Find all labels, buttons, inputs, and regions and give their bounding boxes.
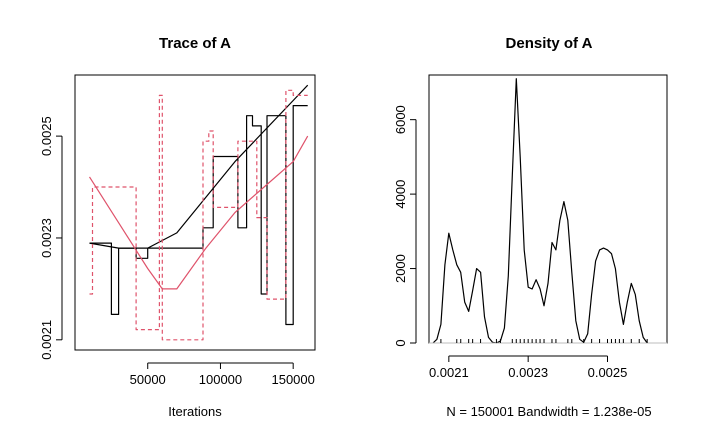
trace-series-line-2 xyxy=(89,84,309,249)
trace-series-line-4 xyxy=(88,135,309,290)
density-x-axis-label: N = 150001 Bandwidth = 1.238e-05 xyxy=(446,404,651,419)
density-x-tick-label: 0.0025 xyxy=(588,365,628,380)
density-x-tick-label: 0.0021 xyxy=(429,365,469,380)
trace-x-tick-label: 150000 xyxy=(271,372,314,387)
trace-plot-title: Trace of A xyxy=(159,35,231,52)
density-plot-title: Density of A xyxy=(506,35,593,52)
density-y-axis: 0 2000 4000 6000 xyxy=(393,105,417,347)
trace-y-tick-label: 0.0023 xyxy=(39,218,54,258)
density-x-axis: 0.0021 0.0023 0.0025 xyxy=(429,355,628,380)
trace-x-tick-label: 100000 xyxy=(199,372,242,387)
density-x-tick-label: 0.0023 xyxy=(508,365,548,380)
density-series-group xyxy=(429,78,667,344)
trace-x-axis: 50000 100000 150000 xyxy=(130,362,315,387)
density-y-tick-label: 6000 xyxy=(393,105,408,134)
trace-x-tick-label: 50000 xyxy=(130,372,166,387)
density-y-tick-label: 4000 xyxy=(393,180,408,209)
trace-x-axis-label: Iterations xyxy=(168,404,222,419)
trace-series-group xyxy=(88,84,309,341)
trace-y-axis: 0.0021 0.0023 0.0025 xyxy=(39,116,63,360)
trace-plot-frame xyxy=(74,74,316,351)
density-rug xyxy=(440,339,648,343)
trace-series-line-3 xyxy=(89,89,308,341)
density-y-tick-label: 2000 xyxy=(393,254,408,283)
density-series-line-1 xyxy=(432,78,648,344)
trace-series-line-1 xyxy=(89,104,308,326)
trace-y-tick-label: 0.0025 xyxy=(39,116,54,156)
trace-plot-panel: Trace of A 50000 100000 150000 0.00210.002… xyxy=(39,35,316,419)
density-plot-panel: Density of A 0.0021 0.0023 0.0025 0 2000 400… xyxy=(393,35,668,419)
trace-y-tick-label: 0.0021 xyxy=(39,320,54,360)
density-y-tick-label: 0 xyxy=(393,339,408,346)
